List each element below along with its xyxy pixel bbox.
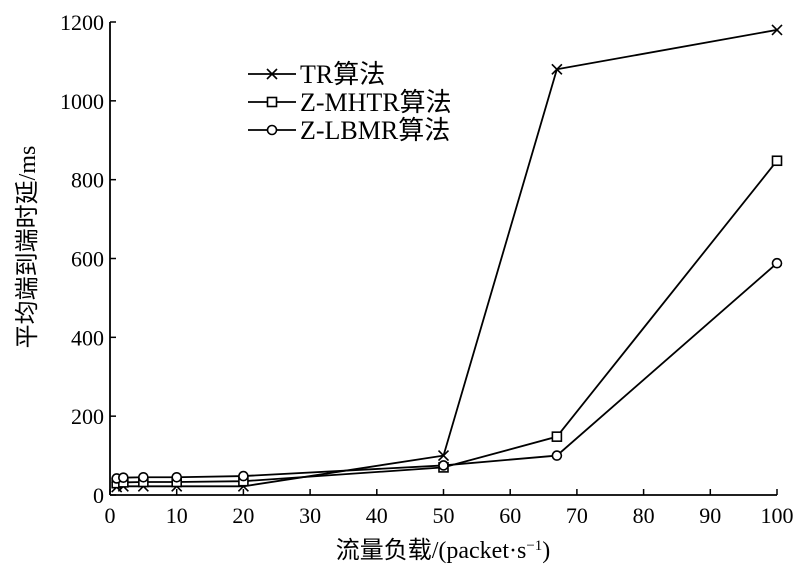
x-tick-label: 40: [366, 503, 388, 528]
data-point: [551, 450, 563, 461]
x-axis-title: 流量负载/(packet·s−1): [336, 537, 551, 564]
data-point: [771, 24, 783, 36]
y-tick-label: 0: [93, 483, 104, 508]
series-line: [116, 160, 778, 485]
x-tick-label: 60: [499, 503, 521, 528]
data-point: [437, 450, 450, 462]
y-tick-label: 800: [71, 168, 104, 193]
legend-entry: Z-LBMR算法: [248, 116, 450, 145]
legend-entry: Z-MHTR算法: [248, 88, 452, 117]
data-point: [438, 460, 449, 471]
data-point: [138, 471, 149, 483]
x-tick-label: 0: [105, 503, 116, 528]
legend-marker: [266, 68, 278, 80]
data-point: [171, 471, 182, 483]
x-tick-label: 90: [699, 503, 721, 528]
series-group: [111, 24, 783, 493]
data-point: [551, 63, 563, 75]
legend-marker: [266, 96, 278, 108]
data-point: [771, 155, 783, 167]
x-tick-label: 30: [299, 503, 321, 528]
x-tick-label: 20: [232, 503, 254, 528]
y-tick-label: 200: [71, 404, 104, 429]
series-2: [111, 155, 783, 489]
y-tick-label: 1200: [60, 10, 104, 35]
y-tick-label: 600: [71, 247, 104, 272]
legend-label: TR算法: [300, 60, 385, 89]
data-point: [551, 431, 563, 442]
y-axis-title: 平均端到端时延/ms: [14, 146, 41, 349]
x-tick-label: 70: [566, 503, 588, 528]
x-tick-label: 100: [761, 503, 794, 528]
marker-stroke: [266, 68, 278, 80]
data-point: [118, 472, 129, 483]
marker-stroke: [437, 450, 450, 462]
y-tick-label: 400: [71, 325, 104, 350]
marker-stroke: [771, 24, 783, 36]
series-3: [111, 257, 783, 484]
axes: 0 10 20 30 40 50 60 70 80 90 100020040060080010001…: [60, 10, 794, 528]
legend-label: Z-MHTR算法: [300, 88, 452, 117]
legend-entry: TR算法: [248, 60, 385, 89]
data-point: [771, 257, 783, 269]
x-tick-label: 80: [633, 503, 655, 528]
legend-marker: [266, 124, 278, 136]
x-tick-label: 50: [433, 503, 455, 528]
x-tick-label: 10: [166, 503, 188, 528]
data-point: [238, 470, 249, 482]
marker-stroke: [551, 63, 563, 75]
y-tick-label: 1000: [60, 89, 104, 114]
legend-label: Z-LBMR算法: [300, 116, 450, 145]
